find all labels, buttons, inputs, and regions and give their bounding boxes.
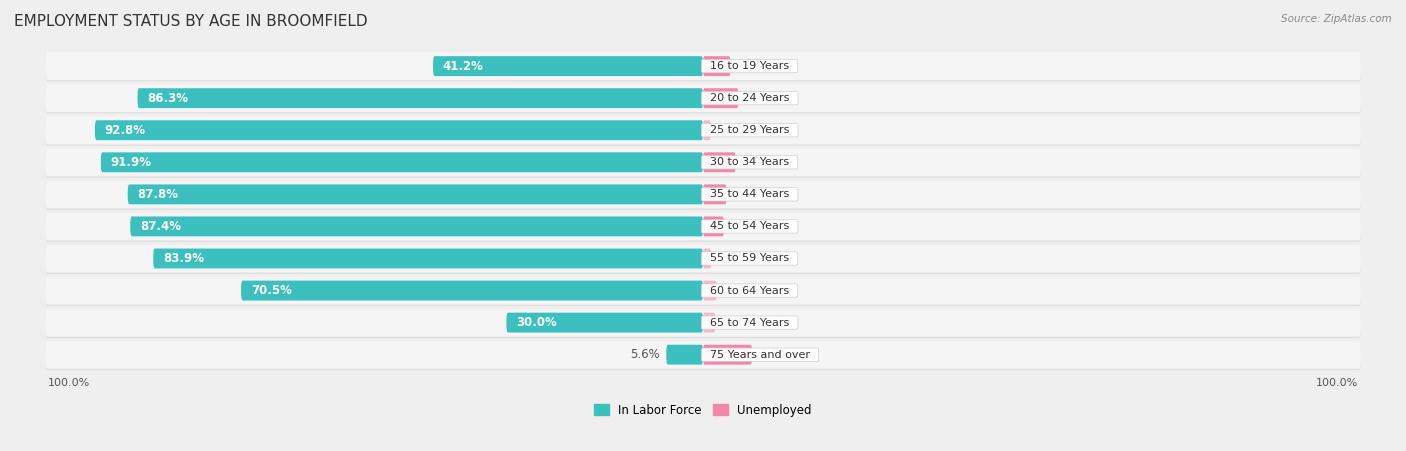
FancyBboxPatch shape [96, 120, 703, 140]
FancyBboxPatch shape [703, 281, 717, 300]
FancyBboxPatch shape [703, 216, 724, 236]
FancyBboxPatch shape [45, 308, 1361, 338]
Text: 20 to 24 Years: 20 to 24 Years [703, 93, 796, 103]
Text: 60 to 64 Years: 60 to 64 Years [703, 285, 796, 295]
Text: 87.8%: 87.8% [138, 188, 179, 201]
Text: 87.4%: 87.4% [141, 220, 181, 233]
FancyBboxPatch shape [240, 281, 703, 300]
Text: 25 to 29 Years: 25 to 29 Years [703, 125, 796, 135]
FancyBboxPatch shape [45, 244, 1361, 272]
FancyBboxPatch shape [45, 276, 1361, 305]
FancyBboxPatch shape [703, 184, 727, 204]
Text: 100.0%: 100.0% [1316, 378, 1358, 388]
Legend: In Labor Force, Unemployed: In Labor Force, Unemployed [595, 404, 811, 417]
FancyBboxPatch shape [45, 341, 1361, 369]
Text: 1.9%: 1.9% [723, 316, 754, 329]
FancyBboxPatch shape [703, 152, 735, 172]
FancyBboxPatch shape [703, 249, 711, 268]
FancyBboxPatch shape [45, 180, 1361, 210]
FancyBboxPatch shape [703, 313, 716, 332]
Text: 35 to 44 Years: 35 to 44 Years [703, 189, 796, 199]
Text: 5.0%: 5.0% [744, 156, 773, 169]
FancyBboxPatch shape [45, 84, 1361, 114]
FancyBboxPatch shape [45, 52, 1361, 82]
Text: 2.1%: 2.1% [724, 284, 755, 297]
Text: 30.0%: 30.0% [516, 316, 557, 329]
FancyBboxPatch shape [45, 116, 1361, 144]
FancyBboxPatch shape [45, 276, 1361, 306]
Text: 45 to 54 Years: 45 to 54 Years [703, 221, 796, 231]
Text: 92.8%: 92.8% [105, 124, 146, 137]
FancyBboxPatch shape [101, 152, 703, 172]
FancyBboxPatch shape [45, 212, 1361, 242]
FancyBboxPatch shape [666, 345, 703, 364]
FancyBboxPatch shape [45, 308, 1361, 337]
Text: 16 to 19 Years: 16 to 19 Years [703, 61, 796, 71]
Text: 30 to 34 Years: 30 to 34 Years [703, 157, 796, 167]
Text: 1.2%: 1.2% [718, 124, 748, 137]
Text: 86.3%: 86.3% [148, 92, 188, 105]
Text: EMPLOYMENT STATUS BY AGE IN BROOMFIELD: EMPLOYMENT STATUS BY AGE IN BROOMFIELD [14, 14, 368, 28]
FancyBboxPatch shape [45, 212, 1361, 240]
FancyBboxPatch shape [138, 88, 703, 108]
FancyBboxPatch shape [703, 345, 752, 364]
FancyBboxPatch shape [506, 313, 703, 332]
Text: 41.2%: 41.2% [443, 60, 484, 73]
FancyBboxPatch shape [128, 184, 703, 204]
FancyBboxPatch shape [45, 148, 1361, 176]
Text: 91.9%: 91.9% [111, 156, 152, 169]
Text: 83.9%: 83.9% [163, 252, 204, 265]
Text: 4.2%: 4.2% [738, 60, 768, 73]
FancyBboxPatch shape [45, 116, 1361, 146]
FancyBboxPatch shape [703, 88, 738, 108]
FancyBboxPatch shape [45, 180, 1361, 208]
Text: 5.4%: 5.4% [747, 92, 776, 105]
Text: 7.5%: 7.5% [761, 348, 790, 361]
Text: 3.6%: 3.6% [734, 188, 765, 201]
FancyBboxPatch shape [45, 52, 1361, 80]
FancyBboxPatch shape [45, 148, 1361, 178]
Text: 100.0%: 100.0% [48, 378, 90, 388]
FancyBboxPatch shape [153, 249, 703, 268]
FancyBboxPatch shape [131, 216, 703, 236]
FancyBboxPatch shape [433, 56, 703, 76]
FancyBboxPatch shape [45, 244, 1361, 274]
Text: 1.3%: 1.3% [720, 252, 749, 265]
Text: 55 to 59 Years: 55 to 59 Years [703, 253, 796, 263]
Text: 65 to 74 Years: 65 to 74 Years [703, 318, 796, 327]
Text: 70.5%: 70.5% [250, 284, 292, 297]
Text: Source: ZipAtlas.com: Source: ZipAtlas.com [1281, 14, 1392, 23]
FancyBboxPatch shape [45, 341, 1361, 370]
Text: 75 Years and over: 75 Years and over [703, 350, 817, 359]
FancyBboxPatch shape [703, 120, 711, 140]
FancyBboxPatch shape [703, 56, 731, 76]
FancyBboxPatch shape [45, 84, 1361, 112]
Text: 3.2%: 3.2% [733, 220, 762, 233]
Text: 5.6%: 5.6% [630, 348, 659, 361]
